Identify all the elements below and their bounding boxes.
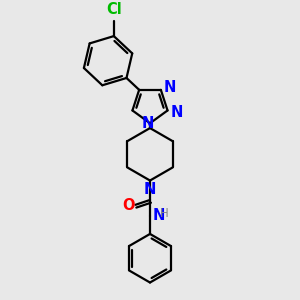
Text: N: N	[170, 105, 183, 120]
Text: N: N	[141, 116, 154, 131]
Text: O: O	[122, 198, 135, 213]
Text: N: N	[153, 208, 165, 223]
Text: N: N	[144, 182, 156, 197]
Text: Cl: Cl	[106, 2, 122, 17]
Text: H: H	[160, 207, 169, 220]
Text: N: N	[164, 80, 176, 95]
